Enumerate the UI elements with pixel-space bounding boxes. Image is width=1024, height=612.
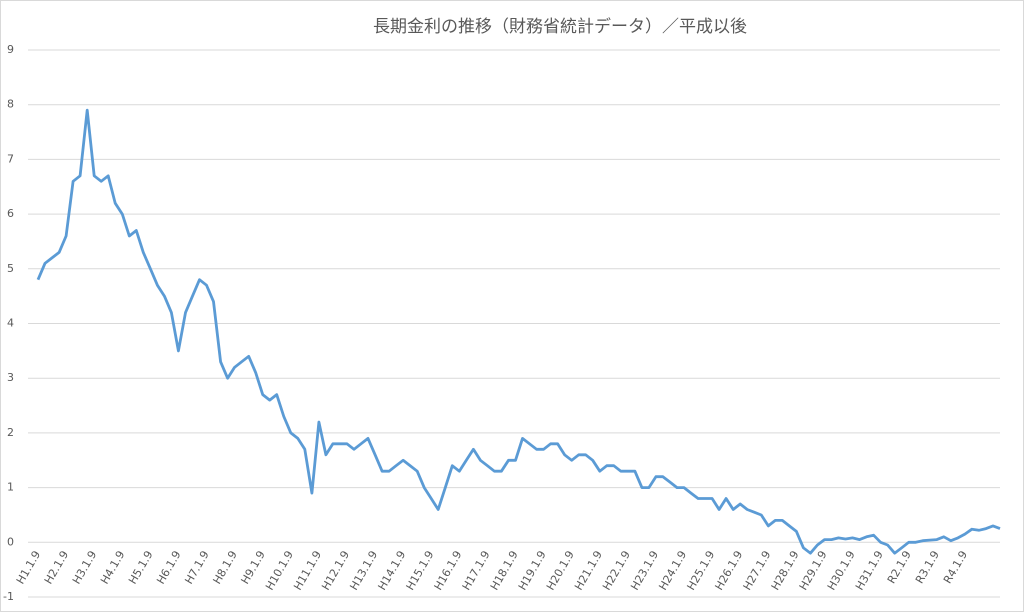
y-tick-label: 5 [7, 262, 14, 275]
y-tick-label: 6 [7, 207, 14, 220]
y-tick-label: 1 [7, 481, 14, 494]
y-tick-label: 4 [7, 317, 14, 330]
y-tick-label: 0 [7, 535, 14, 548]
y-tick-label: 9 [7, 43, 14, 56]
y-tick-label: -1 [3, 590, 14, 603]
y-tick-label: 7 [7, 152, 14, 165]
chart-title: 長期金利の推移（財務省統計データ）／平成以後 [373, 16, 747, 37]
y-tick-label: 8 [7, 98, 14, 111]
y-tick-label: 3 [7, 371, 14, 384]
data-line [36, 108, 1001, 555]
y-tick-label: 2 [7, 426, 14, 439]
